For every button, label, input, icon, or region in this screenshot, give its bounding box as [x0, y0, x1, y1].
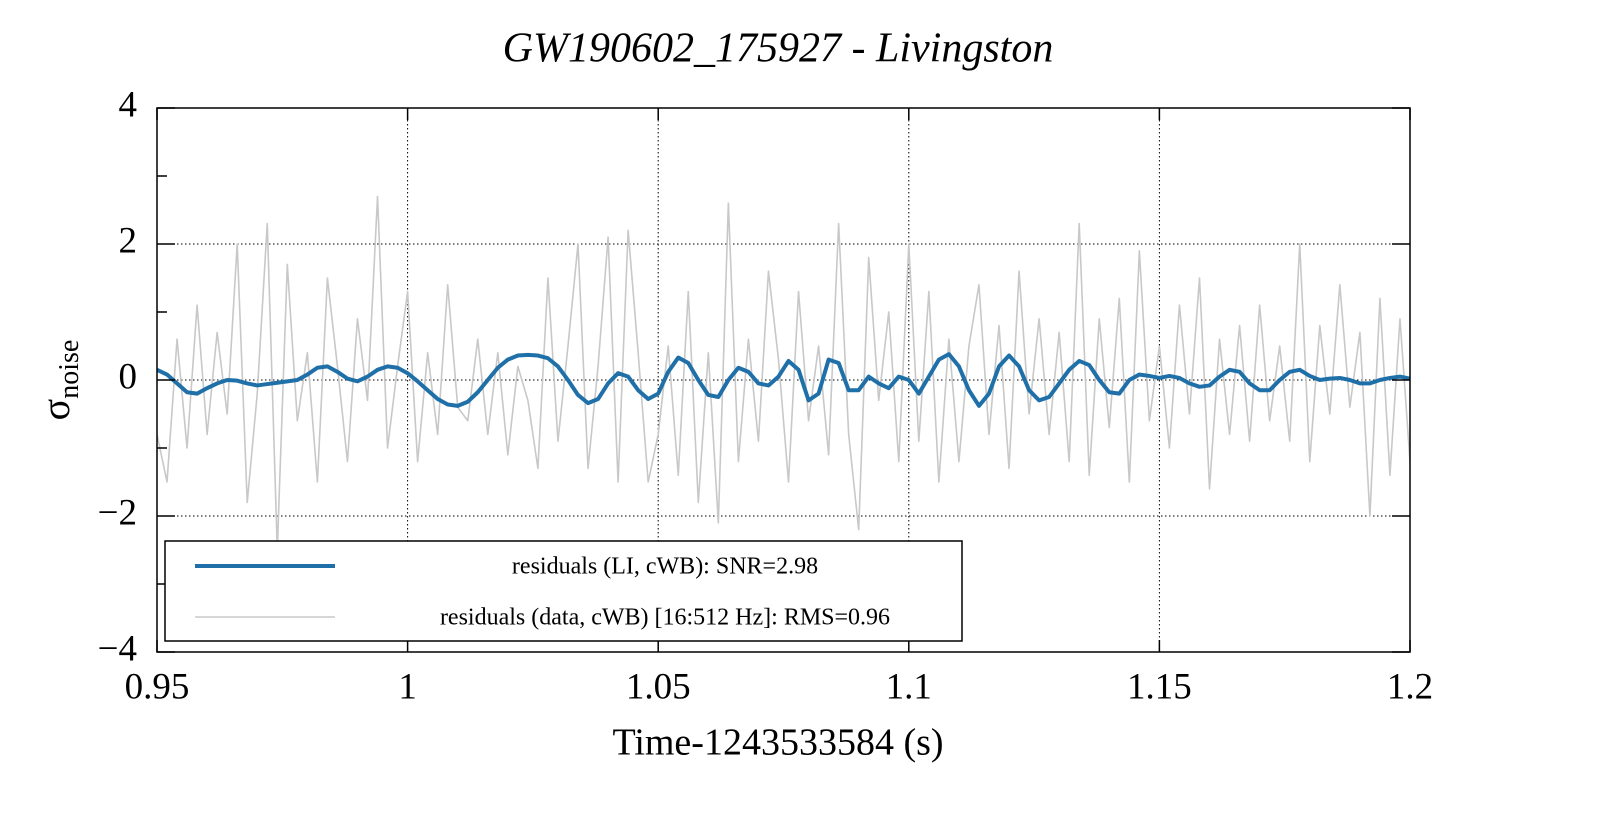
data-line	[157, 352, 1410, 408]
y-tick-label: −2	[98, 492, 137, 533]
y-axis-subscript: noise	[54, 340, 85, 399]
y-tick-label: 0	[119, 356, 138, 397]
x-axis-label: Time-1243533584 (s)	[612, 722, 943, 764]
x-tick-label: 1.15	[1127, 666, 1192, 707]
x-tick-label: 0.95	[125, 666, 190, 707]
y-tick-label: 4	[119, 84, 138, 125]
y-axis-label: σnoise	[33, 340, 85, 421]
x-tick-label: 1.1	[886, 666, 932, 707]
x-tick-label: 1.05	[626, 666, 691, 707]
chart-title: GW190602_175927 - Livingston	[503, 26, 1054, 72]
legend-label: residuals (LI, cWB): SNR=2.98	[512, 554, 818, 580]
legend-label: residuals (data, cWB) [16:512 Hz]: RMS=0…	[440, 605, 890, 631]
legend-box	[164, 540, 963, 642]
x-tick-label: 1.2	[1387, 666, 1433, 707]
y-axis-symbol: σ	[33, 399, 78, 421]
y-tick-label: −4	[98, 628, 137, 669]
x-tick-label: 1	[398, 666, 417, 707]
data-line	[157, 195, 1410, 551]
y-tick-label: 2	[119, 220, 138, 261]
